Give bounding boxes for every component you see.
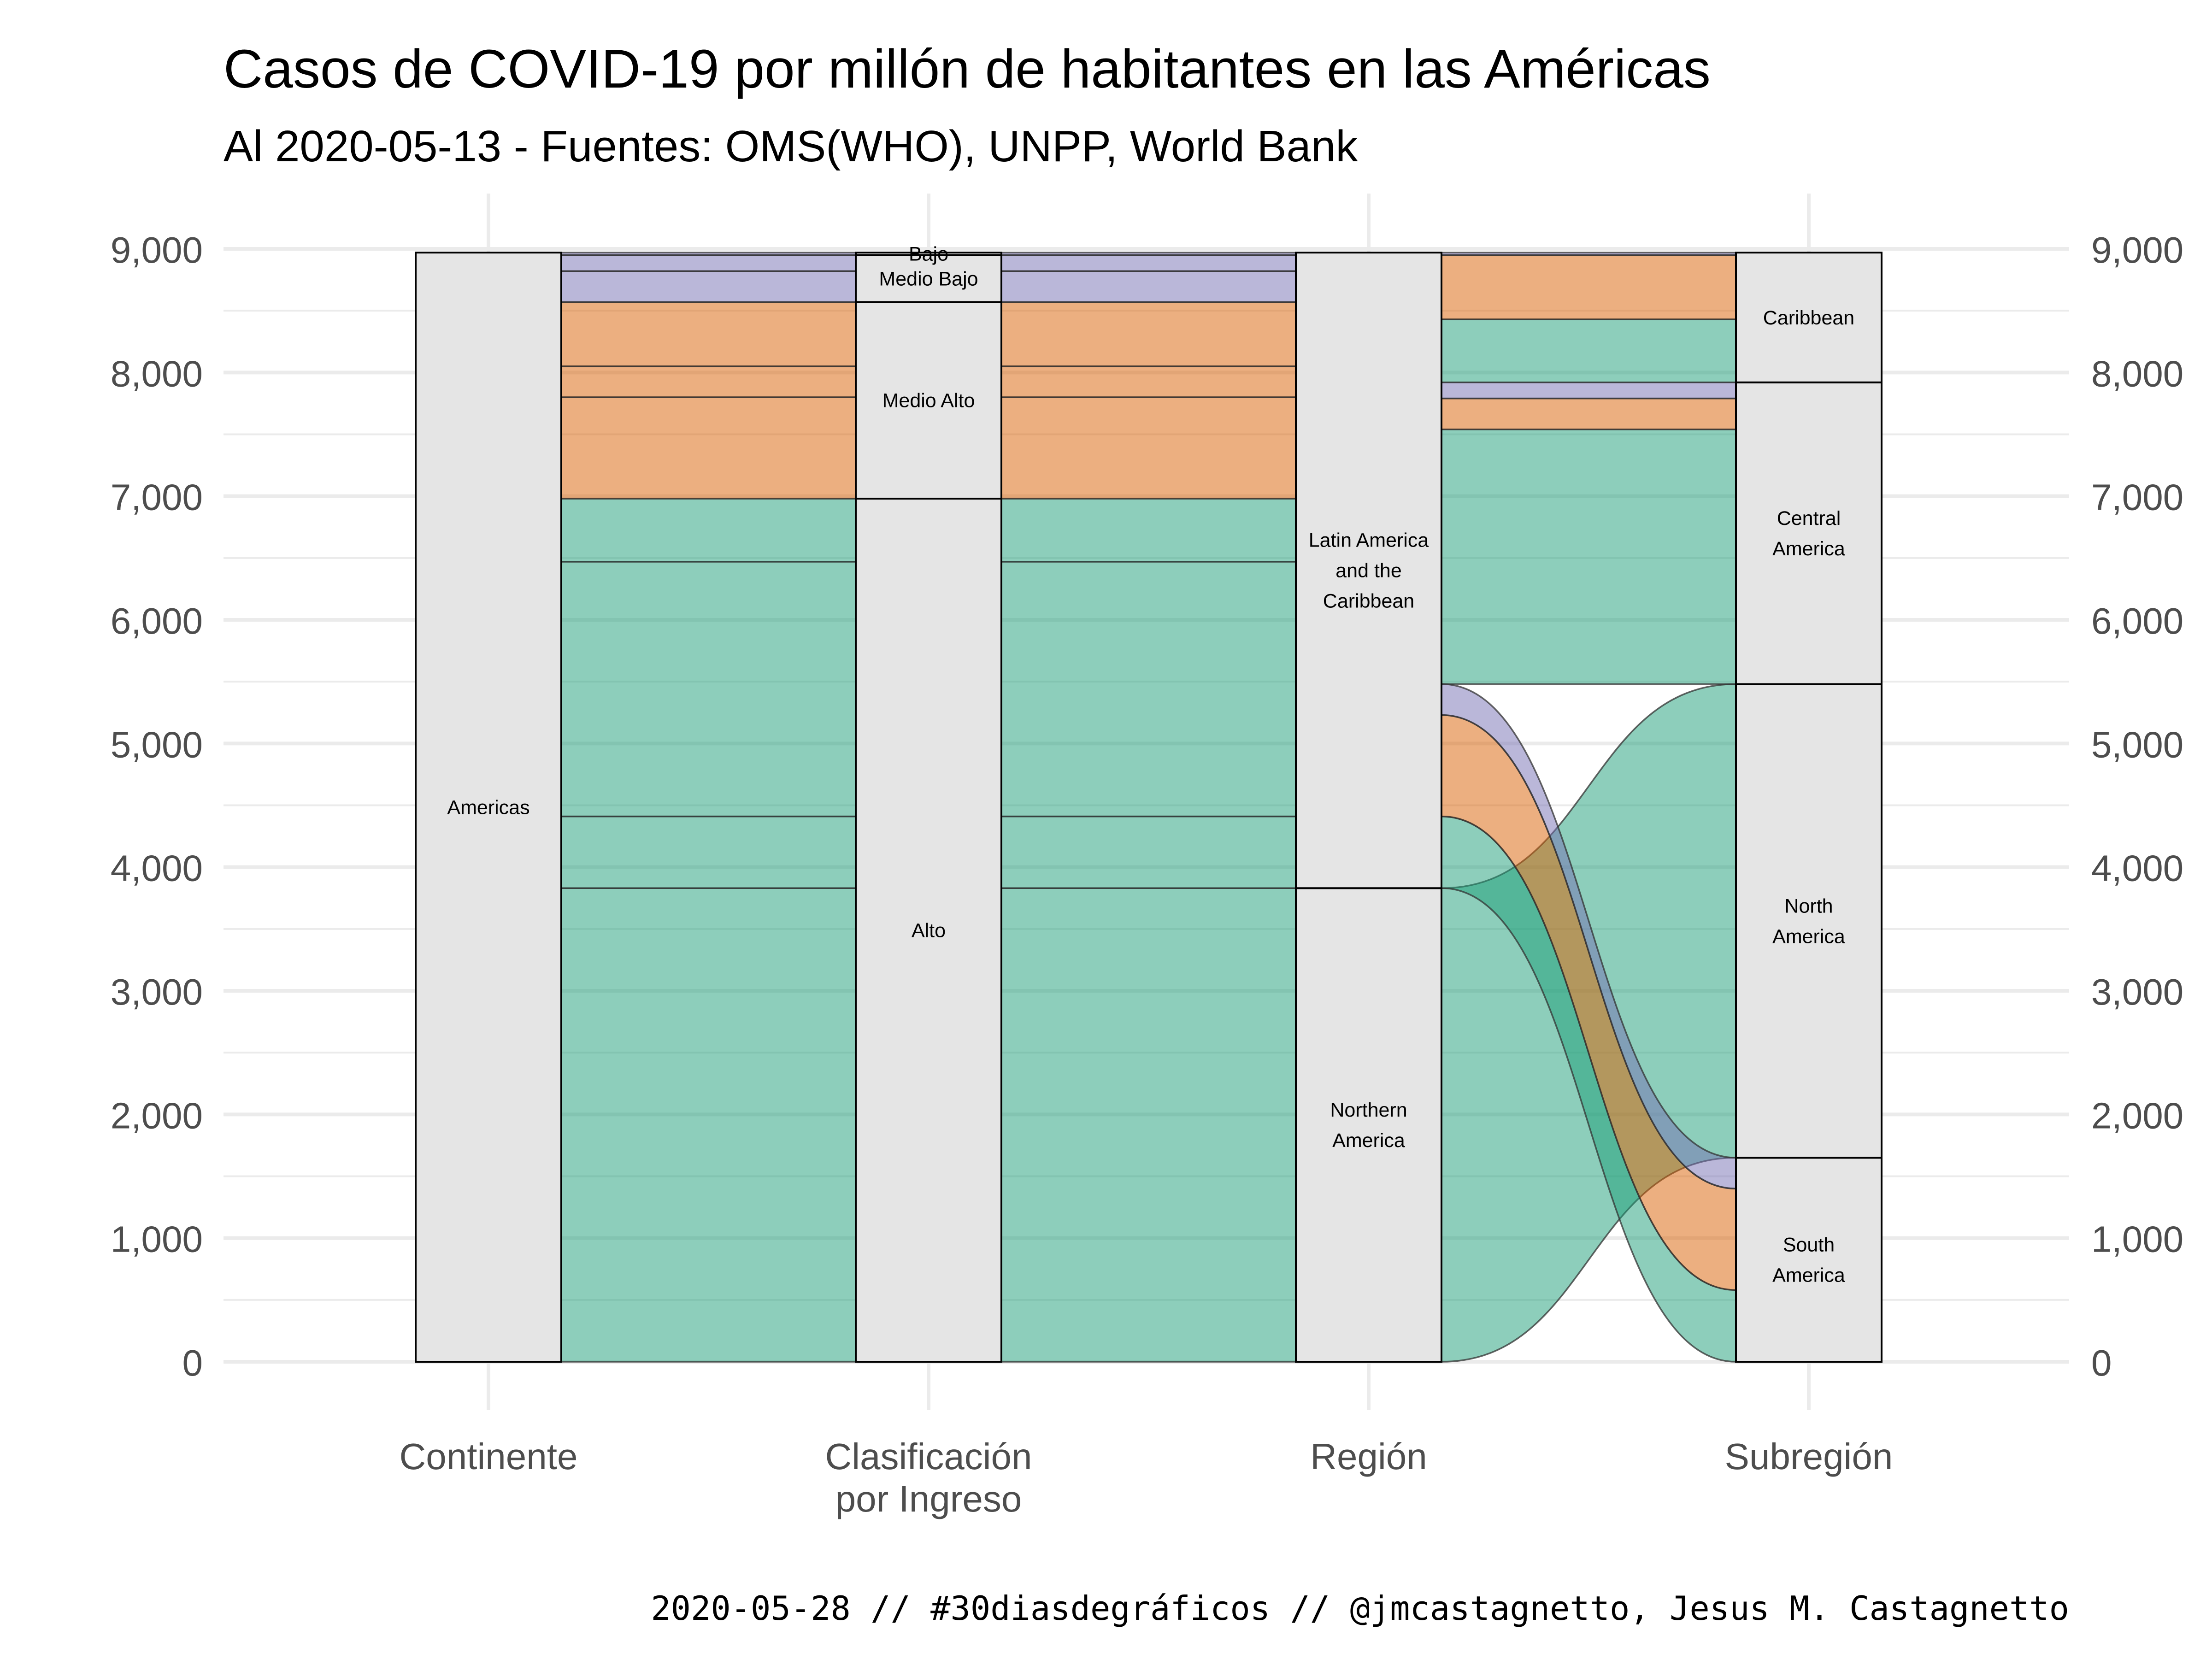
flow-medio-bajo-south-america xyxy=(1000,270,1297,303)
flow-medio-bajo-south-america xyxy=(560,270,857,303)
stratum-medio-bajo xyxy=(855,254,1002,303)
axis-ticks: 0 0 1,000 1,000 2,000 2,000 3,000 3,000 4,000 4,0… xyxy=(111,229,2183,1519)
y-tick-label-left: 4,000 xyxy=(111,848,203,889)
stratum-caribbean xyxy=(1735,252,1883,383)
flow-medio-bajo-central-america xyxy=(560,254,857,272)
stratum-label: Medio Alto xyxy=(882,390,975,412)
stratum-south-america xyxy=(1735,1157,1883,1363)
flow-alto-south-america xyxy=(560,815,857,889)
stratum-bajo xyxy=(855,252,1002,256)
y-tick-label-left: 6,000 xyxy=(111,600,203,641)
y-tick-label-left: 1,000 xyxy=(111,1219,203,1260)
flow-medio-alto-caribbean xyxy=(1000,301,1297,367)
flow-medio-alto-central-america xyxy=(1000,365,1297,398)
flow-alto-caribbean xyxy=(1000,498,1297,563)
stratum-north-america xyxy=(1735,683,1883,1159)
y-tick-label-right: 5,000 xyxy=(2091,724,2183,765)
stratum-label: Northern xyxy=(1330,1099,1407,1121)
stratum-label: America xyxy=(1772,1265,1845,1287)
y-tick-label-right: 0 xyxy=(2091,1342,2112,1383)
stratum-label: Alto xyxy=(912,920,946,942)
stratum-latin-america-and-the-caribbean xyxy=(1295,252,1442,889)
y-tick-label-left: 2,000 xyxy=(111,1095,203,1136)
stratum-label: Americas xyxy=(447,797,529,819)
chart-caption: 2020-05-28 // #30diasdegráficos // @jmca… xyxy=(651,1589,2069,1628)
y-tick-label-left: 8,000 xyxy=(111,353,203,394)
stratum-label: Caribbean xyxy=(1323,590,1414,612)
y-tick-label-left: 7,000 xyxy=(111,477,203,518)
flow-alto-central-america xyxy=(1441,429,1737,685)
stratum-label: Caribbean xyxy=(1763,307,1854,329)
stratum-label: South xyxy=(1783,1234,1835,1256)
flow-bajo-caribbean xyxy=(1441,252,1737,256)
flow-alto-north-america xyxy=(1000,887,1297,1363)
x-axis-label: Subregión xyxy=(1725,1436,1893,1477)
x-axis-label: Continente xyxy=(400,1436,578,1477)
y-tick-label-right: 2,000 xyxy=(2091,1095,2183,1136)
stratum-americas xyxy=(415,252,562,1363)
stratum-label: Medio Bajo xyxy=(879,268,978,290)
flows xyxy=(560,252,1737,1363)
flow-bajo-caribbean xyxy=(1000,252,1297,256)
x-axis-label: Clasificación xyxy=(825,1436,1032,1477)
strata: Americas Alto Medio Alto Medio Bajo Bajo Nort… xyxy=(415,243,1883,1363)
flow-bajo-caribbean xyxy=(560,252,857,256)
y-tick-label-right: 3,000 xyxy=(2091,971,2183,1012)
chart-title: Casos de COVID-19 por millón de habitant… xyxy=(224,39,1711,100)
flow-alto-caribbean xyxy=(560,498,857,563)
stratum-label: America xyxy=(1772,925,1845,947)
stratum-label: America xyxy=(1772,538,1845,560)
flow-alto-central-america xyxy=(560,561,857,818)
y-tick-label-left: 0 xyxy=(182,1342,203,1383)
stratum-label: America xyxy=(1332,1130,1405,1152)
stratum-northern-america xyxy=(1295,887,1442,1363)
flow-alto-south-america xyxy=(1000,815,1297,889)
y-tick-label-right: 1,000 xyxy=(2091,1219,2183,1260)
x-axis-label: por Ingreso xyxy=(835,1478,1022,1519)
stratum-label: and the xyxy=(1335,560,1401,582)
chart-subtitle: Al 2020-05-13 - Fuentes: OMS(WHO), UNPP,… xyxy=(224,122,1358,171)
flow-alto-north-america xyxy=(560,887,857,1363)
y-tick-label-right: 7,000 xyxy=(2091,477,2183,518)
flow-medio-alto-caribbean xyxy=(560,301,857,367)
y-tick-label-left: 3,000 xyxy=(111,971,203,1012)
y-tick-label-left: 9,000 xyxy=(111,229,203,271)
y-tick-label-right: 9,000 xyxy=(2091,229,2183,271)
stratum-label: North xyxy=(1784,895,1833,917)
y-tick-label-right: 6,000 xyxy=(2091,600,2183,641)
stratum-label: Bajo xyxy=(909,243,948,265)
flow-alto-caribbean xyxy=(1441,318,1737,383)
flow-medio-alto-south-america xyxy=(560,396,857,500)
stratum-label: Latin America xyxy=(1309,529,1429,552)
flow-medio-bajo-central-america xyxy=(1441,382,1737,400)
y-tick-label-right: 4,000 xyxy=(2091,848,2183,889)
flow-alto-central-america xyxy=(1000,561,1297,818)
flow-medio-alto-central-america xyxy=(1441,397,1737,430)
y-tick-label-left: 5,000 xyxy=(111,724,203,765)
flow-medio-bajo-central-america xyxy=(1000,254,1297,272)
flow-medio-alto-caribbean xyxy=(1441,254,1737,320)
stratum-medio-alto xyxy=(855,301,1002,500)
stratum-central-america xyxy=(1735,381,1883,685)
flow-medio-alto-central-america xyxy=(560,365,857,398)
x-axis-label: Región xyxy=(1310,1436,1427,1477)
y-tick-label-right: 8,000 xyxy=(2091,353,2183,394)
stratum-label: Central xyxy=(1777,507,1841,529)
flow-medio-alto-south-america xyxy=(1000,396,1297,500)
